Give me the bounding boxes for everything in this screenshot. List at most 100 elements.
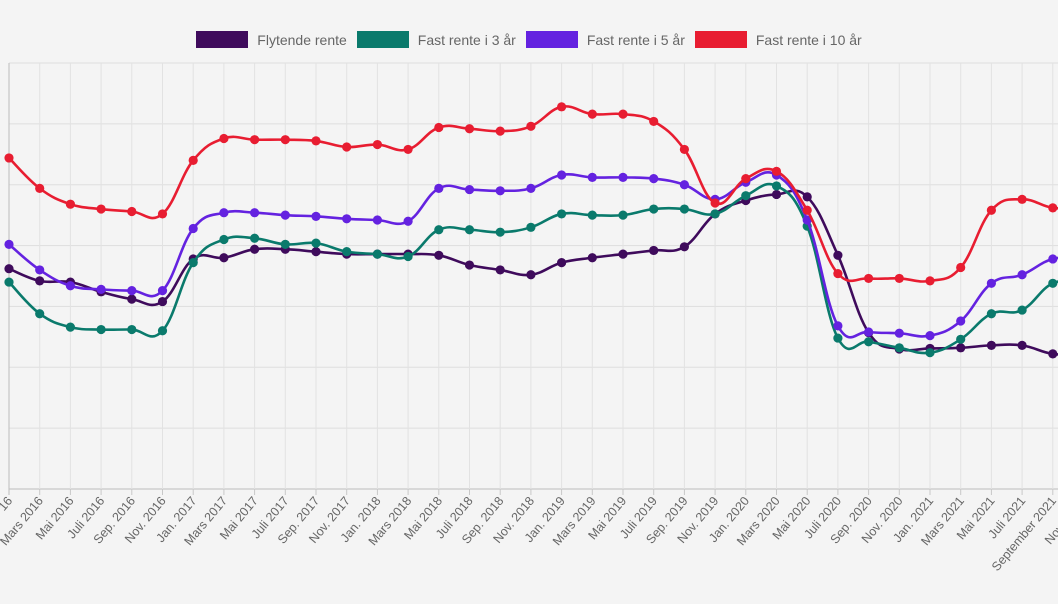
data-point bbox=[35, 183, 45, 193]
data-point bbox=[65, 199, 75, 209]
data-point bbox=[557, 258, 567, 268]
legend-item[interactable]: Fast rente i 5 år bbox=[525, 31, 685, 48]
data-point bbox=[1048, 278, 1058, 288]
data-point bbox=[403, 216, 413, 226]
data-point bbox=[557, 102, 567, 112]
legend-swatch bbox=[196, 31, 249, 48]
data-point bbox=[96, 324, 106, 335]
data-point bbox=[802, 215, 812, 225]
data-point bbox=[157, 296, 168, 307]
series-line bbox=[8, 105, 1058, 283]
data-point bbox=[649, 204, 659, 214]
data-point bbox=[649, 116, 659, 127]
legend-swatch bbox=[356, 31, 409, 48]
data-point bbox=[587, 253, 597, 263]
data-point bbox=[1017, 305, 1027, 315]
data-point bbox=[1048, 203, 1058, 213]
data-point bbox=[127, 286, 137, 296]
data-point bbox=[557, 209, 567, 219]
data-point bbox=[864, 327, 874, 337]
data-point bbox=[956, 334, 966, 344]
data-point bbox=[65, 322, 75, 332]
data-point bbox=[1017, 270, 1027, 280]
data-point bbox=[127, 206, 137, 217]
data-point bbox=[618, 249, 628, 259]
data-point bbox=[372, 139, 382, 150]
data-point bbox=[956, 343, 966, 353]
data-point bbox=[311, 136, 321, 146]
legend-label: Fast rente i 5 år bbox=[586, 31, 685, 48]
data-point bbox=[986, 309, 997, 319]
data-point bbox=[864, 273, 874, 284]
data-point bbox=[802, 205, 812, 215]
data-point bbox=[833, 321, 843, 331]
data-point bbox=[280, 210, 290, 220]
data-point bbox=[250, 233, 260, 243]
legend-item[interactable]: Fast rente i 10 år bbox=[694, 31, 862, 48]
data-point bbox=[679, 242, 690, 252]
data-point bbox=[157, 286, 168, 296]
data-point bbox=[618, 109, 628, 119]
data-point bbox=[741, 174, 751, 184]
data-point bbox=[986, 278, 997, 288]
data-point bbox=[925, 331, 935, 341]
data-point bbox=[372, 249, 382, 259]
data-point bbox=[342, 247, 352, 257]
data-point bbox=[833, 268, 843, 279]
data-point bbox=[219, 253, 229, 263]
data-point bbox=[311, 238, 321, 248]
data-point bbox=[1048, 349, 1058, 359]
data-point bbox=[219, 208, 229, 218]
data-point bbox=[250, 208, 260, 218]
data-point bbox=[526, 121, 536, 131]
series-group bbox=[4, 170, 1058, 341]
data-point bbox=[557, 170, 567, 180]
data-point bbox=[127, 294, 137, 304]
data-point bbox=[342, 214, 352, 224]
data-point bbox=[771, 181, 782, 191]
data-point bbox=[956, 316, 966, 326]
data-point bbox=[679, 180, 690, 190]
legend-item[interactable]: Fast rente i 3 år bbox=[356, 31, 516, 48]
data-point bbox=[188, 223, 198, 234]
data-point bbox=[4, 264, 14, 274]
data-point bbox=[649, 174, 659, 184]
data-point bbox=[96, 204, 106, 214]
data-point bbox=[403, 251, 413, 262]
data-point bbox=[434, 250, 444, 260]
data-point bbox=[618, 210, 628, 220]
data-point bbox=[188, 258, 198, 268]
data-point bbox=[771, 166, 782, 176]
data-point bbox=[464, 124, 475, 134]
legend-swatch bbox=[694, 31, 747, 48]
data-point bbox=[219, 234, 229, 245]
data-point bbox=[342, 142, 352, 152]
data-point bbox=[986, 340, 997, 350]
data-point bbox=[986, 205, 997, 215]
data-point bbox=[403, 144, 413, 155]
data-point bbox=[956, 262, 966, 273]
data-point bbox=[495, 186, 505, 196]
data-point bbox=[464, 260, 475, 270]
data-point bbox=[464, 184, 475, 195]
data-point bbox=[311, 211, 321, 221]
data-point bbox=[4, 153, 14, 163]
data-point bbox=[587, 109, 597, 119]
data-point bbox=[649, 245, 659, 256]
data-point bbox=[741, 191, 751, 201]
x-tick-label: 16 bbox=[0, 494, 15, 514]
data-point bbox=[771, 189, 782, 200]
data-point bbox=[864, 337, 874, 347]
series-group bbox=[4, 102, 1058, 286]
series-line bbox=[8, 170, 1058, 339]
data-point bbox=[35, 265, 45, 275]
data-point bbox=[833, 333, 843, 343]
data-point bbox=[4, 277, 14, 287]
legend-item[interactable]: Flytende rente bbox=[196, 31, 347, 48]
data-point bbox=[526, 222, 536, 232]
data-point bbox=[925, 276, 935, 286]
data-point bbox=[1017, 194, 1027, 204]
data-point bbox=[464, 225, 475, 235]
data-point bbox=[1017, 340, 1027, 350]
